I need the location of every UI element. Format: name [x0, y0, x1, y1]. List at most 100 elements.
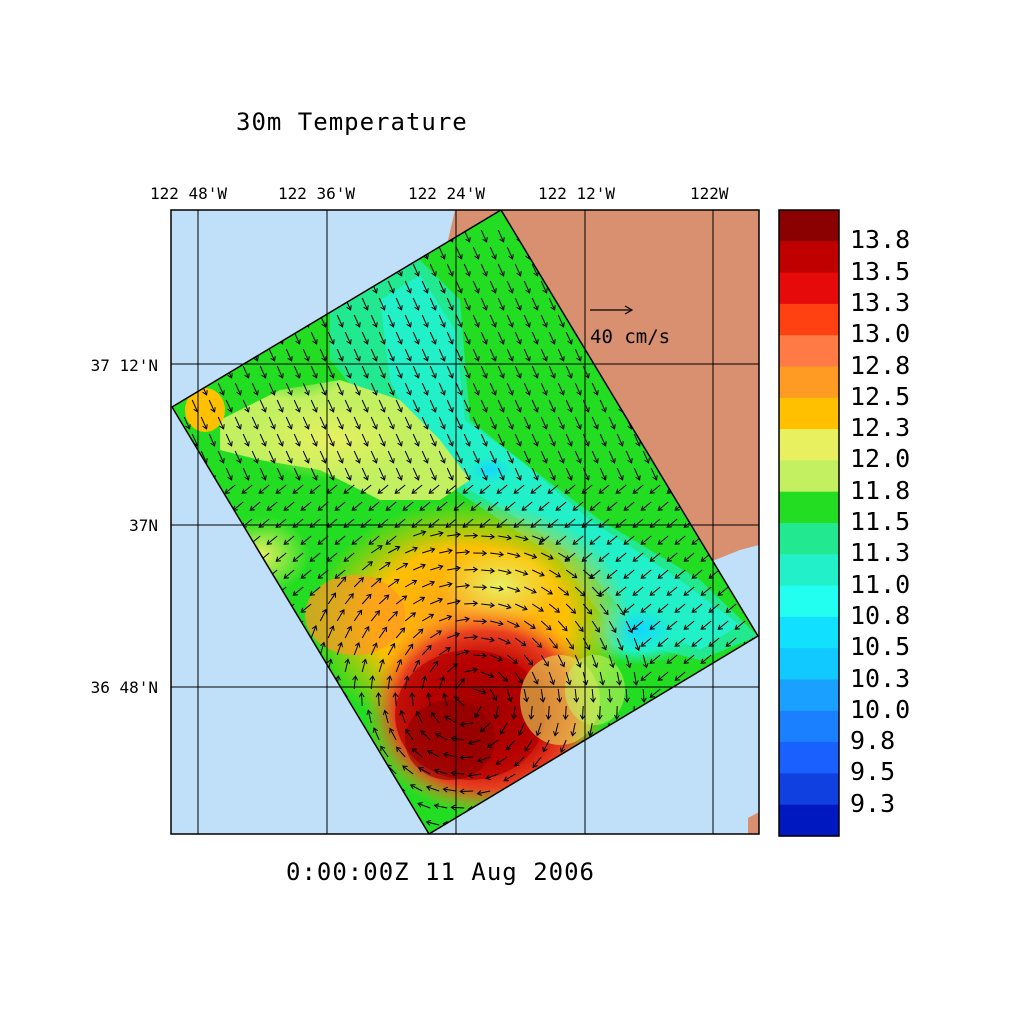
current-vector-head [419, 505, 425, 511]
current-vector [462, 484, 474, 494]
colorbar-label: 13.3 [850, 287, 911, 317]
current-vector [334, 501, 346, 511]
current-vector [387, 314, 395, 328]
current-vector-head [329, 407, 335, 413]
current-vector [285, 382, 293, 396]
lon-label-122-48w: 122 48'W [150, 184, 228, 203]
current-vector-head [635, 475, 641, 481]
current-vector-head [559, 356, 565, 362]
current-vector [404, 280, 412, 294]
current-vector-head [329, 625, 335, 631]
current-vector-head [440, 390, 446, 396]
current-vector [536, 722, 542, 736]
current-vector-head [431, 373, 437, 379]
colorbar-label: 10.0 [850, 694, 911, 724]
current-vector-head [564, 488, 570, 494]
current-vector [370, 314, 378, 328]
current-vector [531, 399, 539, 413]
current-vector-head [244, 441, 250, 447]
current-vector-head [522, 570, 529, 576]
current-vector [616, 433, 624, 447]
current-vector [455, 246, 463, 260]
current-vector [700, 654, 712, 664]
colorbar-label: 13.0 [850, 319, 911, 349]
current-vector [404, 382, 412, 396]
current-vector [480, 399, 488, 413]
current-vector [708, 603, 720, 613]
current-vector [344, 399, 352, 413]
current-vector-head [448, 271, 454, 277]
current-vector [334, 569, 346, 579]
current-vector [640, 569, 652, 579]
current-vector-head [459, 754, 465, 761]
current-vector-head [582, 679, 589, 686]
current-vector-head [406, 288, 412, 294]
current-vector-head [431, 475, 437, 481]
current-vector [506, 688, 512, 702]
current-vector-head [657, 505, 663, 511]
current-vector-head [474, 424, 480, 430]
current-vector [513, 518, 525, 528]
current-vector-head [219, 390, 225, 396]
current-vector [734, 620, 746, 630]
current-vector-head [419, 596, 426, 602]
current-vector-head [514, 587, 521, 593]
current-vector-head [457, 356, 463, 362]
current-vector-head [607, 697, 613, 703]
current-vector [418, 767, 431, 775]
current-vector-head [369, 675, 376, 681]
current-vector-head [479, 726, 486, 733]
current-vector-head [514, 761, 520, 767]
current-vector-head [542, 288, 548, 294]
current-vector-head [616, 680, 622, 686]
current-vector-head [321, 322, 327, 328]
current-vector [438, 314, 446, 328]
current-vector-head [249, 505, 255, 511]
current-vector [310, 625, 317, 639]
current-vector [431, 712, 440, 724]
current-vector [557, 688, 561, 702]
current-vector-head [556, 697, 563, 703]
current-vector-head [474, 288, 480, 294]
current-vector-head [542, 746, 548, 753]
current-vector-head [439, 675, 446, 682]
current-vector [523, 280, 531, 294]
current-vector [683, 552, 695, 562]
current-vector-head [406, 458, 412, 464]
current-vector [268, 348, 276, 362]
current-vector [435, 733, 448, 741]
current-vector-head [560, 747, 566, 753]
current-vector [481, 671, 494, 678]
current-vector-head [377, 522, 383, 528]
current-vector-head [334, 505, 340, 511]
current-vector [336, 609, 345, 622]
current-vector-head [516, 339, 522, 345]
current-vector-head [559, 424, 565, 430]
current-vector [691, 637, 703, 647]
current-vector [422, 548, 435, 554]
current-vector [608, 450, 616, 464]
current-vector-head [474, 356, 480, 362]
current-vector [591, 382, 599, 396]
current-vector [300, 535, 312, 545]
current-vector [565, 331, 573, 345]
current-vector [633, 671, 637, 685]
current-vector-head [389, 727, 395, 734]
current-vector [598, 552, 610, 562]
current-vector-head [525, 424, 531, 430]
current-vector [565, 569, 577, 579]
current-vector [446, 467, 454, 481]
current-vector [370, 610, 380, 622]
current-vector-head [411, 522, 417, 528]
current-vector [574, 586, 586, 597]
current-vector-head [601, 645, 607, 651]
current-vector [548, 433, 556, 447]
current-vector [429, 331, 437, 345]
current-vector [548, 671, 555, 685]
current-vector-head [489, 533, 496, 540]
current-vector [725, 637, 737, 647]
current-vector-head [674, 607, 680, 613]
current-vector-head [465, 339, 471, 345]
current-vector-head [414, 271, 420, 277]
current-vector-head [674, 675, 680, 681]
